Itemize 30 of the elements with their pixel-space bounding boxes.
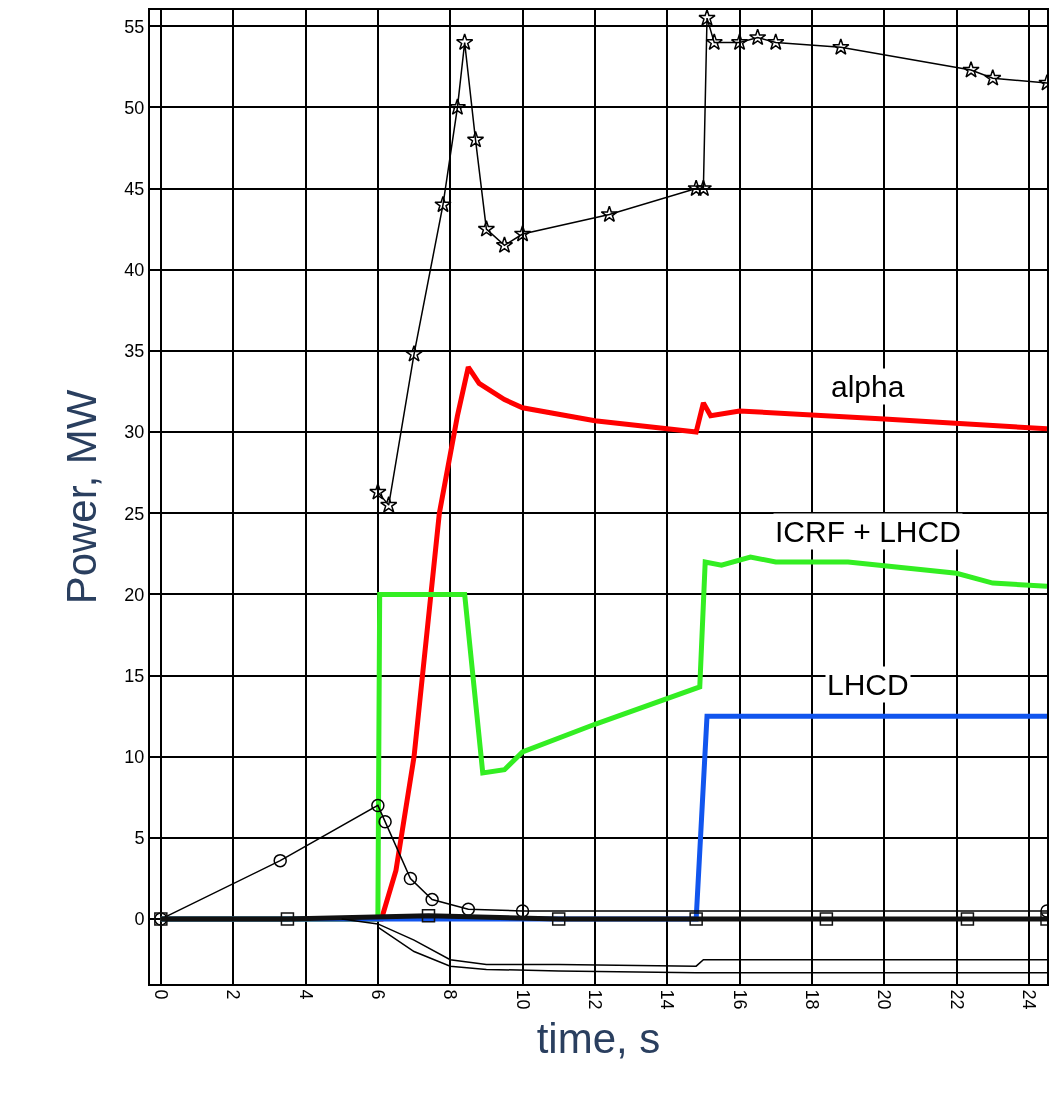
y-tick-label: 50 <box>124 97 145 118</box>
x-tick-label: 10 <box>512 989 533 1010</box>
x-tick-label: 12 <box>585 989 606 1010</box>
x-axis-title: time, s <box>536 1015 661 1063</box>
series-label: LHCD <box>827 668 909 701</box>
x-tick-label: 8 <box>440 989 461 1000</box>
y-tick-label: 25 <box>124 503 145 524</box>
x-tick-label: 20 <box>874 989 895 1010</box>
y-tick-label: 10 <box>124 747 145 768</box>
x-tick-label: 16 <box>729 989 750 1010</box>
y-tick-label: 5 <box>134 828 145 849</box>
x-tick-label: 18 <box>802 989 823 1010</box>
y-tick-label: 35 <box>124 341 145 362</box>
series-label: alpha <box>831 370 905 403</box>
y-tick-label: 45 <box>124 178 145 199</box>
y-tick-label: 15 <box>124 665 145 686</box>
y-tick-label: 0 <box>134 909 145 930</box>
y-tick-label: 40 <box>124 260 145 281</box>
y-axis-title: Power, MW <box>57 389 105 605</box>
y-tick-label: 55 <box>124 16 145 37</box>
y-tick-label: 20 <box>124 584 145 605</box>
x-tick-label: 14 <box>657 989 678 1010</box>
y-tick-label: 30 <box>124 422 145 443</box>
x-tick-label: 0 <box>151 989 171 1000</box>
x-tick-label: 22 <box>946 989 967 1010</box>
series-label: ICRF + LHCD <box>775 515 961 548</box>
x-tick-label: 24 <box>1019 989 1040 1010</box>
x-tick-label: 2 <box>223 989 244 1000</box>
x-tick-label: 6 <box>368 989 389 1000</box>
x-tick-label: 4 <box>295 989 316 1000</box>
